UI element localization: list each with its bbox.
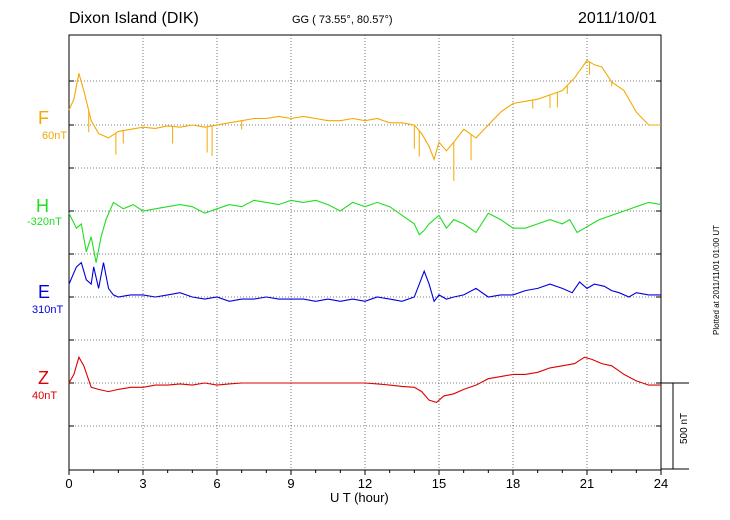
series-line-h [68,199,662,263]
component-label-h: H [36,196,49,216]
station-title: Dixon Island (DIK) [69,10,199,27]
component-label-f: F [38,108,49,128]
scale-bar-label: 500 nT [679,412,690,444]
x-axis-label: U T (hour) [330,490,389,505]
component-label-z: Z [38,368,49,388]
x-tick-label: 9 [287,476,294,491]
baseline-label-e: 310nT [32,304,64,316]
series-line-f [68,59,661,162]
x-tick-label: 24 [654,476,668,491]
series-group [68,59,662,404]
baseline-label-h: -320nT [27,216,62,228]
x-ticks: 0 3 6 9 12 15 18 21 24 [65,80,668,491]
x-tick-label: 6 [213,476,220,491]
series-line-e [68,261,661,303]
scale-bar [661,382,689,470]
geographic-coords: GG ( 73.55°, 80.57°) [292,14,393,26]
x-tick-label: 3 [139,476,146,491]
x-tick-label: 12 [358,476,372,491]
grid [69,35,661,470]
plotted-note: Plotted at 2011/11/01 01:00 UT [712,224,721,335]
series-line-z [68,355,661,404]
x-tick-label: 18 [506,476,520,491]
x-tick-label: 21 [580,476,594,491]
baseline-label-z: 40nT [32,390,58,402]
baseline-label-f: 60nT [42,130,68,142]
component-label-e: E [38,282,51,302]
date-label: 2011/10/01 [578,10,657,27]
x-tick-label: 0 [65,476,72,491]
x-tick-label: 15 [432,476,446,491]
